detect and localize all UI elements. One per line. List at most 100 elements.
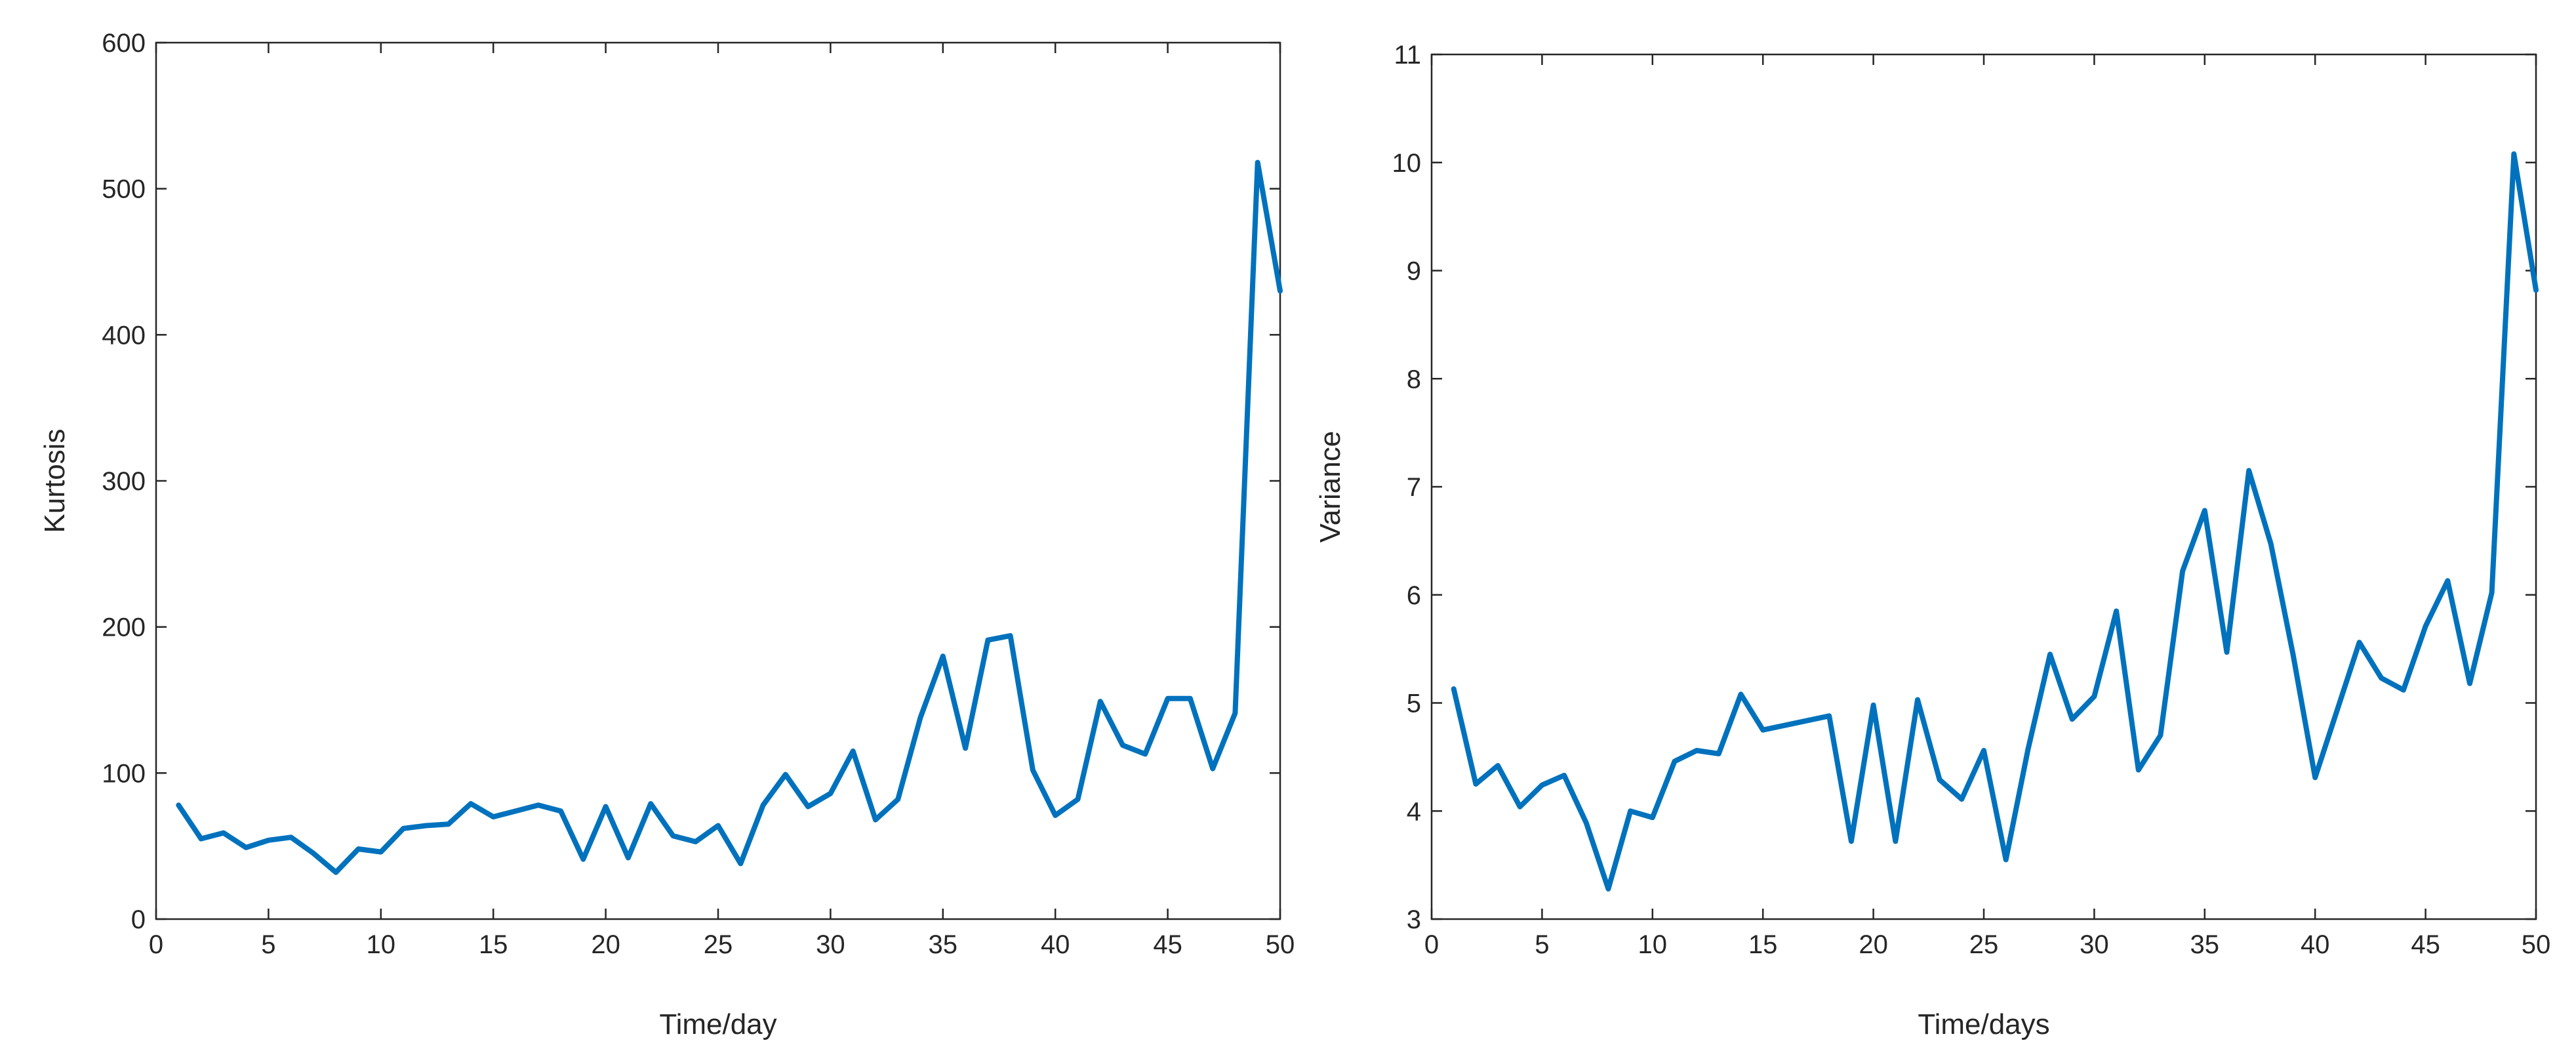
data-point bbox=[693, 839, 698, 844]
data-point bbox=[2533, 287, 2539, 293]
data-point bbox=[1518, 804, 1523, 810]
data-point bbox=[2401, 688, 2406, 693]
data-point bbox=[1053, 813, 1058, 818]
data-point bbox=[895, 796, 900, 802]
x-tick-label: 25 bbox=[1969, 930, 1999, 959]
data-point bbox=[1120, 743, 1125, 748]
x-tick-label: 15 bbox=[479, 930, 508, 959]
data-point bbox=[1871, 703, 1876, 708]
x-tick-label: 25 bbox=[704, 930, 733, 959]
data-point bbox=[1650, 815, 1655, 820]
data-point bbox=[648, 801, 653, 806]
y-tick-label: 500 bbox=[102, 175, 146, 204]
y-axis-label: Variance bbox=[1314, 431, 1346, 543]
data-point bbox=[2003, 857, 2009, 862]
data-point bbox=[1075, 796, 1080, 802]
data-point bbox=[1098, 699, 1103, 704]
data-point bbox=[1605, 886, 1611, 892]
data-point bbox=[2224, 649, 2229, 655]
data-point bbox=[1739, 691, 1744, 697]
y-tick-label: 600 bbox=[102, 29, 146, 58]
data-point bbox=[2047, 651, 2053, 657]
series-line bbox=[176, 159, 1283, 875]
data-point bbox=[805, 804, 811, 810]
x-tick-label: 20 bbox=[591, 930, 620, 959]
x-tick-label: 45 bbox=[2411, 930, 2440, 959]
data-point bbox=[199, 836, 204, 842]
data-point bbox=[1495, 763, 1500, 768]
data-point bbox=[1937, 777, 1942, 782]
data-point bbox=[738, 861, 743, 866]
data-point bbox=[2467, 681, 2472, 686]
data-point bbox=[1030, 768, 1036, 773]
y-tick-label: 8 bbox=[1407, 365, 1421, 394]
series-line bbox=[1451, 151, 2539, 892]
y-tick-label: 5 bbox=[1407, 689, 1421, 718]
x-tick-label: 35 bbox=[2190, 930, 2220, 959]
y-tick-label: 11 bbox=[1394, 41, 1421, 70]
data-point bbox=[1255, 160, 1260, 165]
data-point bbox=[378, 850, 384, 855]
data-point bbox=[1959, 796, 1964, 802]
x-tick-label: 20 bbox=[1859, 930, 1888, 959]
y-tick-label: 10 bbox=[1392, 149, 1422, 178]
kurtosis-chart: 0 5 10 15 20 25 30 35 40 45 500100200300400500600T… bbox=[39, 29, 1295, 1040]
y-tick-label: 9 bbox=[1407, 257, 1421, 286]
y-tick-label: 100 bbox=[102, 759, 146, 788]
data-point bbox=[940, 653, 946, 659]
x-axis-label: Time/days bbox=[1918, 1008, 2049, 1040]
data-point bbox=[1473, 781, 1478, 787]
y-tick-label: 0 bbox=[131, 905, 146, 934]
data-point bbox=[2114, 608, 2119, 613]
data-point bbox=[558, 808, 563, 813]
data-point bbox=[2136, 768, 2141, 773]
data-point bbox=[2291, 651, 2296, 657]
data-point bbox=[2158, 733, 2163, 738]
data-point bbox=[266, 838, 271, 843]
y-tick-label: 3 bbox=[1407, 905, 1421, 934]
data-point bbox=[1826, 713, 1832, 718]
data-point bbox=[221, 831, 226, 836]
y-tick-label: 4 bbox=[1407, 797, 1421, 826]
data-point bbox=[2312, 775, 2318, 780]
data-point bbox=[873, 817, 878, 823]
data-point bbox=[1278, 289, 1283, 294]
x-tick-label: 45 bbox=[1153, 930, 1182, 959]
data-point bbox=[851, 749, 856, 754]
data-point bbox=[963, 745, 968, 751]
x-tick-label: 50 bbox=[1266, 930, 1295, 959]
x-tick-label: 50 bbox=[2522, 930, 2551, 959]
data-point bbox=[1981, 748, 1986, 753]
data-point bbox=[1760, 728, 1765, 733]
data-point bbox=[1672, 758, 1677, 764]
data-point bbox=[2268, 541, 2274, 546]
data-point bbox=[401, 826, 406, 831]
data-point bbox=[468, 801, 473, 806]
data-point bbox=[783, 772, 788, 777]
x-tick-label: 0 bbox=[1424, 930, 1439, 959]
data-point bbox=[1716, 751, 1721, 756]
data-point bbox=[1628, 808, 1633, 813]
x-tick-label: 40 bbox=[2301, 930, 2330, 959]
data-point bbox=[1915, 697, 1920, 703]
x-tick-label: 5 bbox=[1535, 930, 1549, 959]
data-point bbox=[2379, 676, 2384, 681]
data-point bbox=[2511, 152, 2516, 157]
x-axis-label: Time/day bbox=[659, 1008, 776, 1040]
data-point bbox=[670, 833, 675, 838]
data-point bbox=[715, 823, 721, 828]
data-point bbox=[626, 855, 631, 860]
data-point bbox=[1232, 710, 1238, 716]
data-point bbox=[446, 821, 451, 827]
data-point bbox=[1849, 838, 1854, 844]
data-point bbox=[1210, 766, 1215, 771]
data-point bbox=[1539, 783, 1544, 788]
data-point bbox=[2489, 590, 2495, 595]
data-point bbox=[1165, 696, 1171, 701]
x-tick-label: 10 bbox=[1638, 930, 1668, 959]
data-point bbox=[1893, 838, 1898, 844]
data-point bbox=[2180, 569, 2185, 574]
data-point bbox=[2357, 640, 2362, 645]
data-point bbox=[1584, 820, 1589, 825]
